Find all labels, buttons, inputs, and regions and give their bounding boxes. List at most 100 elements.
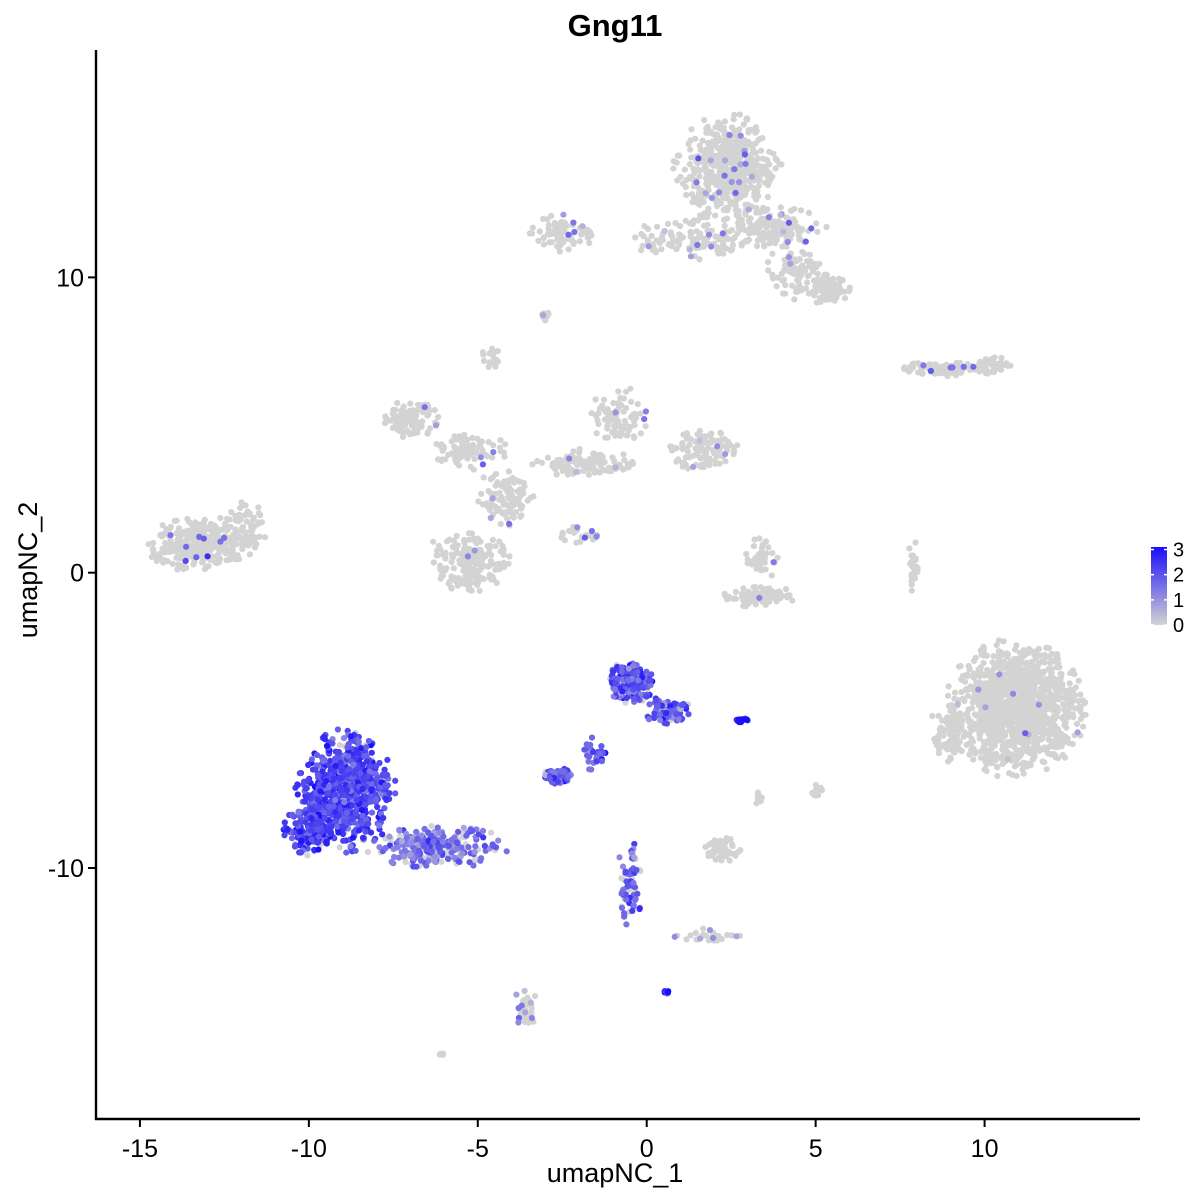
cell-point xyxy=(574,524,581,531)
cell-point xyxy=(762,538,770,545)
cell-point xyxy=(1000,664,1008,671)
cell-point xyxy=(716,855,723,862)
cell-point xyxy=(389,424,396,431)
cell-point xyxy=(994,728,1001,735)
cell-point xyxy=(750,557,757,564)
cell-point xyxy=(710,152,717,159)
cell-point xyxy=(756,230,763,237)
cell-point xyxy=(402,859,409,866)
cell-point xyxy=(1012,646,1019,653)
cell-point xyxy=(997,719,1004,726)
cell-point xyxy=(352,809,359,817)
cell-point xyxy=(373,763,380,770)
cell-point xyxy=(732,852,739,859)
cell-point xyxy=(509,492,516,500)
cell-point xyxy=(767,592,774,599)
cell-point xyxy=(421,404,428,411)
cell-point xyxy=(807,257,814,265)
cell-point xyxy=(1029,756,1036,763)
cell-point xyxy=(959,695,966,703)
cell-point xyxy=(430,538,437,545)
cell-point xyxy=(666,240,673,248)
cell-point xyxy=(425,411,432,418)
cell-point xyxy=(742,160,749,167)
cell-point xyxy=(802,238,809,245)
cell-point xyxy=(785,219,793,226)
cell-point xyxy=(247,533,254,541)
cell-point xyxy=(1069,711,1076,718)
cell-point xyxy=(950,721,957,728)
cell-point xyxy=(692,135,699,142)
cell-point xyxy=(721,118,729,125)
cell-point xyxy=(593,533,600,540)
cell-point xyxy=(954,700,962,708)
cell-point xyxy=(990,708,998,715)
cell-point xyxy=(338,768,345,775)
cell-point xyxy=(696,173,703,180)
cell-point xyxy=(1050,713,1057,721)
cell-point xyxy=(399,418,406,425)
cell-point xyxy=(808,225,815,232)
cell-point xyxy=(696,167,704,174)
cell-point xyxy=(1033,745,1040,752)
cell-point xyxy=(785,254,793,261)
cell-point xyxy=(150,549,157,556)
cell-point xyxy=(338,785,345,793)
cell-point xyxy=(418,423,425,430)
cell-point xyxy=(302,785,309,792)
cell-point xyxy=(766,161,773,168)
cell-point xyxy=(715,163,722,170)
cell-point xyxy=(419,418,426,425)
cell-point xyxy=(841,295,849,302)
cell-point xyxy=(256,533,263,540)
cell-point xyxy=(909,571,916,578)
cell-point xyxy=(737,847,744,854)
cell-point xyxy=(1059,714,1066,722)
cell-point xyxy=(982,710,989,717)
cell-point xyxy=(951,749,958,756)
cell-point xyxy=(831,288,838,295)
cell-point xyxy=(577,538,584,545)
cell-point xyxy=(1048,678,1055,685)
cell-point xyxy=(998,354,1005,361)
cell-point xyxy=(332,797,339,804)
cell-point xyxy=(778,161,785,168)
cell-point xyxy=(764,193,772,201)
cell-point xyxy=(754,789,762,796)
cell-point xyxy=(667,444,675,451)
cell-point xyxy=(762,208,769,215)
cell-point xyxy=(683,191,690,199)
cell-point xyxy=(947,707,954,714)
cell-point xyxy=(968,735,975,743)
cell-point xyxy=(1006,661,1013,668)
cell-point xyxy=(1030,713,1037,720)
cell-point xyxy=(1023,660,1030,667)
cell-point xyxy=(348,733,355,740)
cell-point xyxy=(250,514,257,521)
cell-point xyxy=(697,146,704,154)
cell-point xyxy=(325,803,332,810)
cell-point xyxy=(1024,739,1031,746)
cell-point xyxy=(492,566,499,573)
cell-point xyxy=(365,820,372,827)
cell-point xyxy=(640,233,647,240)
cell-point xyxy=(716,189,723,196)
cell-point xyxy=(754,237,762,244)
cell-point xyxy=(756,175,763,182)
cell-point xyxy=(1031,651,1038,658)
cell-point xyxy=(465,583,472,591)
cell-point xyxy=(1071,692,1078,699)
cell-point xyxy=(317,788,324,795)
cell-point xyxy=(765,267,772,274)
cell-point xyxy=(612,409,619,416)
cell-point xyxy=(1013,684,1020,691)
cell-point xyxy=(484,503,492,510)
cell-point xyxy=(439,572,446,579)
cell-point xyxy=(350,834,357,841)
cell-point xyxy=(814,228,821,235)
cell-point xyxy=(680,431,687,438)
cell-point xyxy=(540,312,547,319)
cell-point xyxy=(473,540,480,547)
cell-point xyxy=(729,246,736,253)
